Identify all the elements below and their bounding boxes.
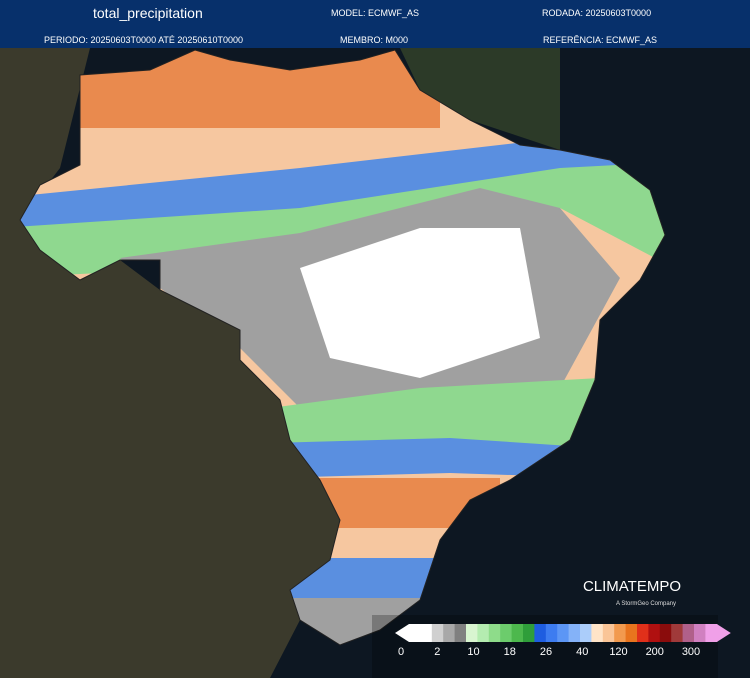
colorbar-segment (580, 624, 592, 642)
colorbar-segment (591, 624, 604, 642)
colorbar-segment (705, 624, 718, 642)
colorbar-segment (511, 624, 524, 642)
colorbar-segment (534, 624, 547, 642)
logo-tagline: A StormGeo Company (616, 601, 676, 607)
reference: REFERÊNCIA: ECMWF_AS (543, 35, 658, 45)
colorbar-segment (568, 624, 581, 642)
colorbar-label: 10 (467, 646, 479, 658)
colorbar-label: 200 (646, 646, 664, 658)
colorbar-segment (557, 624, 570, 642)
colorbar-segment (454, 624, 467, 642)
run: RODADA: 20250603T0000 (542, 8, 652, 18)
colorbar-segment (682, 624, 695, 642)
colorbar-segment (694, 624, 706, 642)
colorbar-label: 300 (682, 646, 700, 658)
colorbar-label: 0 (398, 646, 404, 658)
colorbar-segment (488, 624, 501, 642)
colorbar-segment (443, 624, 456, 642)
colorbar-label: 120 (609, 646, 627, 658)
member: MEMBRO: M000 (340, 35, 409, 45)
logo: CLIMATEMPO (583, 578, 681, 595)
colorbar-segment (431, 624, 444, 642)
land (0, 48, 340, 678)
colorbar-label: 18 (504, 646, 516, 658)
colorbar-segment (648, 624, 661, 642)
border (19, 49, 666, 646)
title: total_precipitation (93, 5, 203, 21)
colorbar-segment (466, 624, 478, 642)
colorbar-segment (545, 624, 558, 642)
colorbar-end (716, 624, 731, 642)
model: MODEL: ECMWF_AS (331, 8, 420, 18)
colorbar-label: 40 (576, 646, 588, 658)
colorbar-label: 26 (540, 646, 552, 658)
colorbar-segment (671, 624, 684, 642)
colorbar-segment (637, 624, 649, 642)
colorbar-segment (602, 624, 615, 642)
colorbar-label: 2 (434, 646, 440, 658)
land (400, 48, 560, 150)
period: PERIODO: 20250603T0000 ATÉ 20250610T0000 (44, 35, 243, 45)
map: CLIMATEMPO A StormGeo Company 0 2 10 18 26 40… (0, 48, 750, 678)
colorbar-segment (523, 624, 535, 642)
colorbar-segment (477, 624, 490, 642)
header: total_precipitation MODEL: ECMWF_AS RODA… (0, 0, 750, 48)
colorbar-segment (500, 624, 513, 642)
colorbar: 0 2 10 18 26 40 120 200 300 (395, 624, 731, 658)
colorbar-segment (659, 624, 672, 642)
colorbar-segment (420, 624, 433, 642)
colorbar-segment (409, 624, 421, 642)
colorbar-end (395, 624, 409, 642)
colorbar-segment (614, 624, 627, 642)
colorbar-segment (625, 624, 638, 642)
